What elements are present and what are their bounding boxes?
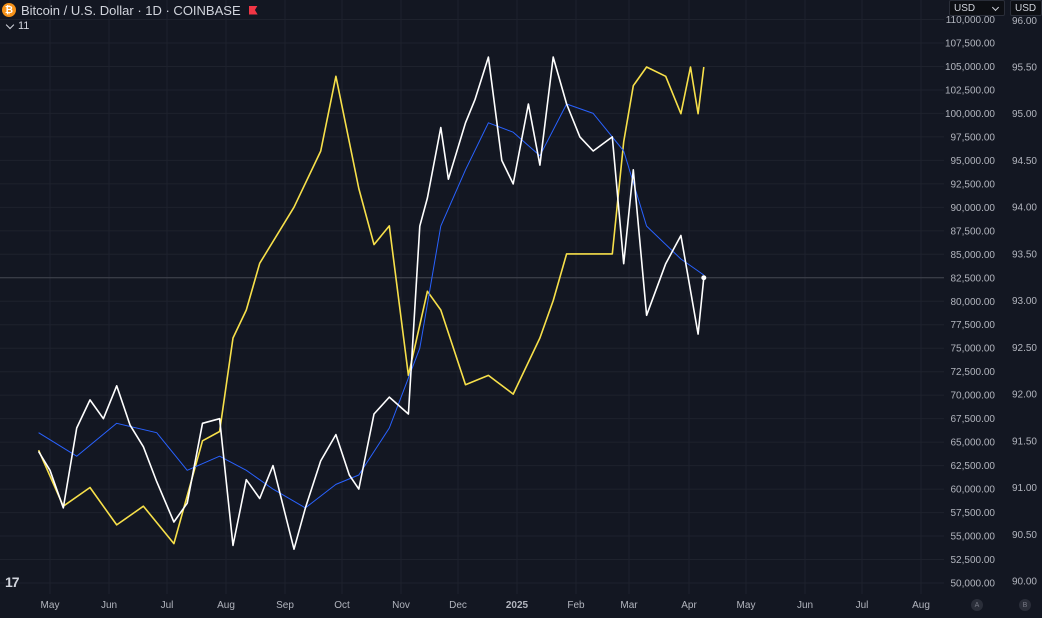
- x-tick-label: Jun: [101, 600, 117, 611]
- y-tick-label-secondary: 94.50: [1012, 156, 1037, 167]
- y-tick-label-primary: 102,500.00: [945, 85, 995, 96]
- symbol-title: Bitcoin / U.S. Dollar · 1D · COINBASE: [21, 2, 241, 18]
- indicators-toggle[interactable]: 11: [2, 19, 32, 33]
- y-tick-label-secondary: 91.00: [1012, 483, 1037, 494]
- y-tick-label-secondary: 95.00: [1012, 109, 1037, 120]
- chevron-down-icon: [991, 3, 1000, 12]
- x-tick-label: Oct: [334, 600, 350, 611]
- y-tick-label-primary: 57,500.00: [951, 508, 996, 519]
- y-tick-label-primary: 85,000.00: [951, 250, 996, 261]
- y-tick-label-primary: 65,000.00: [951, 438, 996, 449]
- y-tick-label-secondary: 90.50: [1012, 530, 1037, 541]
- x-tick-label: May: [41, 600, 60, 611]
- y-tick-label-primary: 80,000.00: [951, 297, 996, 308]
- y-tick-label-secondary: 94.00: [1012, 203, 1037, 214]
- x-tick-label: Sep: [276, 600, 294, 611]
- y-tick-label-primary: 77,500.00: [951, 320, 996, 331]
- y-tick-label-primary: 70,000.00: [951, 391, 996, 402]
- scale-button-b[interactable]: B: [1019, 599, 1031, 611]
- y-tick-label-secondary: 92.50: [1012, 343, 1037, 354]
- last-value-point: [701, 275, 707, 281]
- x-tick-label: Aug: [912, 600, 930, 611]
- y-tick-label-primary: 107,500.00: [945, 39, 995, 50]
- x-tick-label: Aug: [217, 600, 235, 611]
- series-line-1: [38, 103, 705, 509]
- y-tick-label-primary: 60,000.00: [951, 485, 996, 496]
- y-tick-label-primary: 95,000.00: [951, 156, 996, 167]
- y-tick-label-primary: 67,500.00: [951, 414, 996, 425]
- x-tick-label: Feb: [567, 600, 585, 611]
- x-tick-label: 2025: [506, 600, 529, 611]
- y-tick-label-primary: 90,000.00: [951, 203, 996, 214]
- y-tick-label-primary: 92,500.00: [951, 179, 996, 190]
- x-tick-label: Jul: [856, 600, 869, 611]
- time-axis[interactable]: May Jun Jul Aug Sep Oct Nov Dec 2025 Feb Mar Apr May…: [41, 600, 930, 611]
- currency-select-primary[interactable]: USD: [949, 0, 1005, 16]
- y-tick-label-primary: 50,000.00: [951, 579, 996, 590]
- y-tick-label-primary: 100,000.00: [945, 109, 995, 120]
- price-axis-primary[interactable]: 110,000.00 107,500.00 105,000.00 102,500.00…: [945, 15, 995, 589]
- currency-label: USD: [954, 2, 976, 14]
- y-tick-label-primary: 72,500.00: [951, 367, 996, 378]
- x-tick-label: Nov: [392, 600, 410, 611]
- y-tick-label-secondary: 92.00: [1012, 390, 1037, 401]
- chart-series: [37, 56, 707, 551]
- series-line-2: [37, 66, 705, 545]
- flag-icon[interactable]: [248, 5, 258, 15]
- y-tick-label-primary: 52,500.00: [951, 555, 996, 566]
- y-tick-label-primary: 75,000.00: [951, 344, 996, 355]
- price-axis-secondary[interactable]: 96.00 95.50 95.00 94.50 94.00 93.50 93.00 92.50…: [1012, 16, 1037, 588]
- scale-button-a-label: A: [974, 601, 980, 609]
- y-tick-label-secondary: 93.50: [1012, 249, 1037, 260]
- scale-button-b-label: B: [1022, 601, 1028, 609]
- y-tick-label-secondary: 93.00: [1012, 296, 1037, 307]
- x-tick-label: Dec: [449, 600, 467, 611]
- symbol-legend[interactable]: ₿ Bitcoin / U.S. Dollar · 1D · COINBASE: [2, 2, 258, 18]
- y-tick-label-secondary: 90.00: [1012, 577, 1037, 588]
- currency-label: USD: [1015, 2, 1037, 14]
- y-tick-label-primary: 97,500.00: [951, 132, 996, 143]
- x-tick-label: May: [737, 600, 756, 611]
- scale-button-a[interactable]: A: [971, 599, 983, 611]
- y-tick-label-primary: 87,500.00: [951, 226, 996, 237]
- y-tick-label-primary: 110,000.00: [946, 15, 996, 26]
- x-tick-label: Apr: [681, 600, 697, 611]
- y-tick-label-secondary: 95.50: [1012, 63, 1037, 74]
- x-tick-label: Jun: [797, 600, 813, 611]
- bitcoin-icon: ₿: [2, 3, 16, 17]
- chart-grid: [0, 0, 944, 594]
- chevron-down-icon: [5, 20, 15, 29]
- y-tick-label-secondary: 91.50: [1012, 436, 1037, 447]
- y-tick-label-primary: 55,000.00: [951, 532, 996, 543]
- series-line-0: [37, 56, 705, 551]
- tradingview-logo-icon[interactable]: 17: [5, 574, 20, 590]
- y-tick-label-secondary: 96.00: [1012, 16, 1037, 27]
- y-tick-label-primary: 82,500.00: [951, 273, 996, 284]
- indicator-count: 11: [18, 20, 30, 32]
- currency-select-secondary[interactable]: USD: [1010, 0, 1042, 16]
- y-tick-label-primary: 105,000.00: [945, 62, 995, 73]
- x-tick-label: Jul: [161, 600, 174, 611]
- x-tick-label: Mar: [620, 600, 638, 611]
- y-tick-label-primary: 62,500.00: [951, 461, 996, 472]
